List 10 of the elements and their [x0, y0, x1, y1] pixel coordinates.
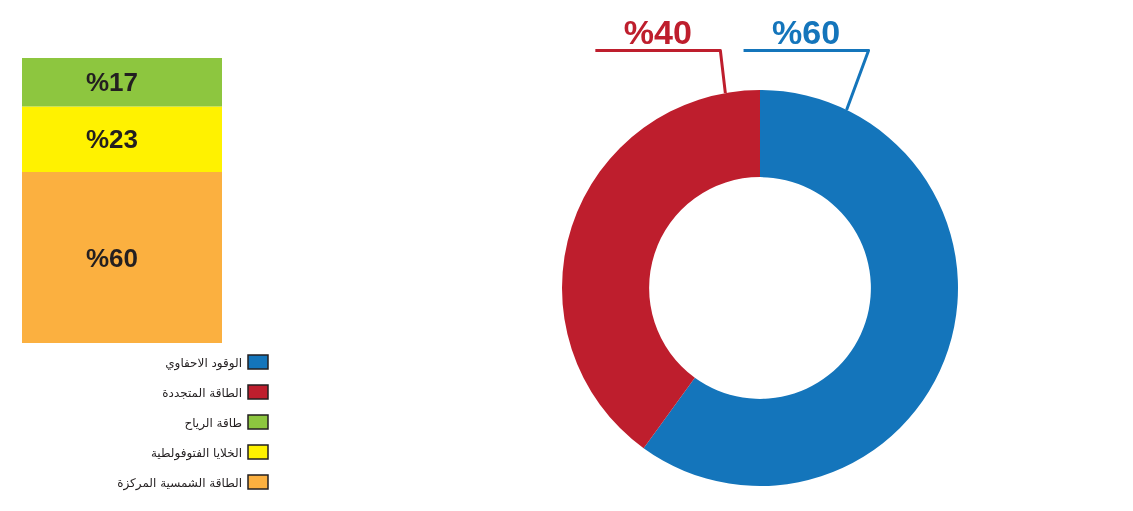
- data-label: %60: [772, 13, 841, 52]
- legend-label: طاقة الرياح: [184, 416, 242, 431]
- legend-label: الخلايا الفتوفولطية: [150, 446, 242, 461]
- legend-label: الطاقة المتجددة: [162, 386, 242, 400]
- data-label: %40: [623, 13, 692, 52]
- data-label: %17: [85, 67, 139, 98]
- text: الطاقة الشمسية المركزة: [117, 476, 242, 491]
- data-label: %23: [85, 124, 139, 155]
- legend-label: الوقود الاحفاوي: [165, 356, 242, 371]
- data-label: %60: [85, 242, 139, 273]
